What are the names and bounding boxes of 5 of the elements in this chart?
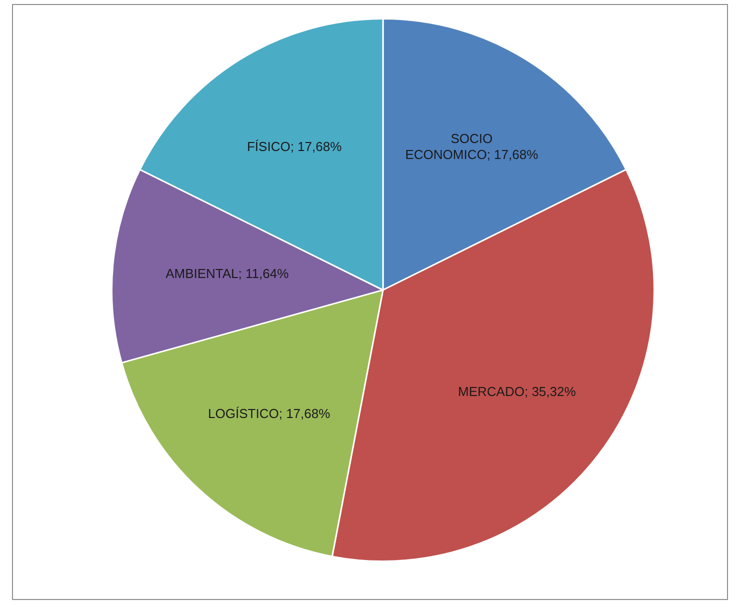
- slice-label: SOCIO ECONOMICO; 17,68%: [404, 131, 540, 164]
- slice-label: AMBIENTAL; 11,64%: [166, 266, 289, 282]
- slice-label: LOGÍSTICO; 17,68%: [208, 406, 330, 422]
- slice-label: MERCADO; 35,32%: [458, 384, 576, 400]
- slice-label: FÍSICO; 17,68%: [246, 139, 342, 156]
